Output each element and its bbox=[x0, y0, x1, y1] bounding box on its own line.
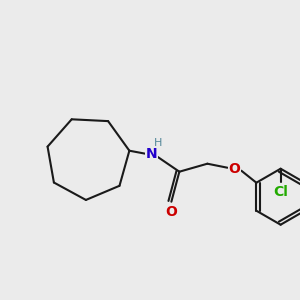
Text: O: O bbox=[228, 162, 240, 176]
Text: N: N bbox=[146, 147, 157, 161]
Text: H: H bbox=[154, 138, 163, 148]
Text: Cl: Cl bbox=[273, 185, 288, 199]
Text: O: O bbox=[165, 205, 177, 219]
